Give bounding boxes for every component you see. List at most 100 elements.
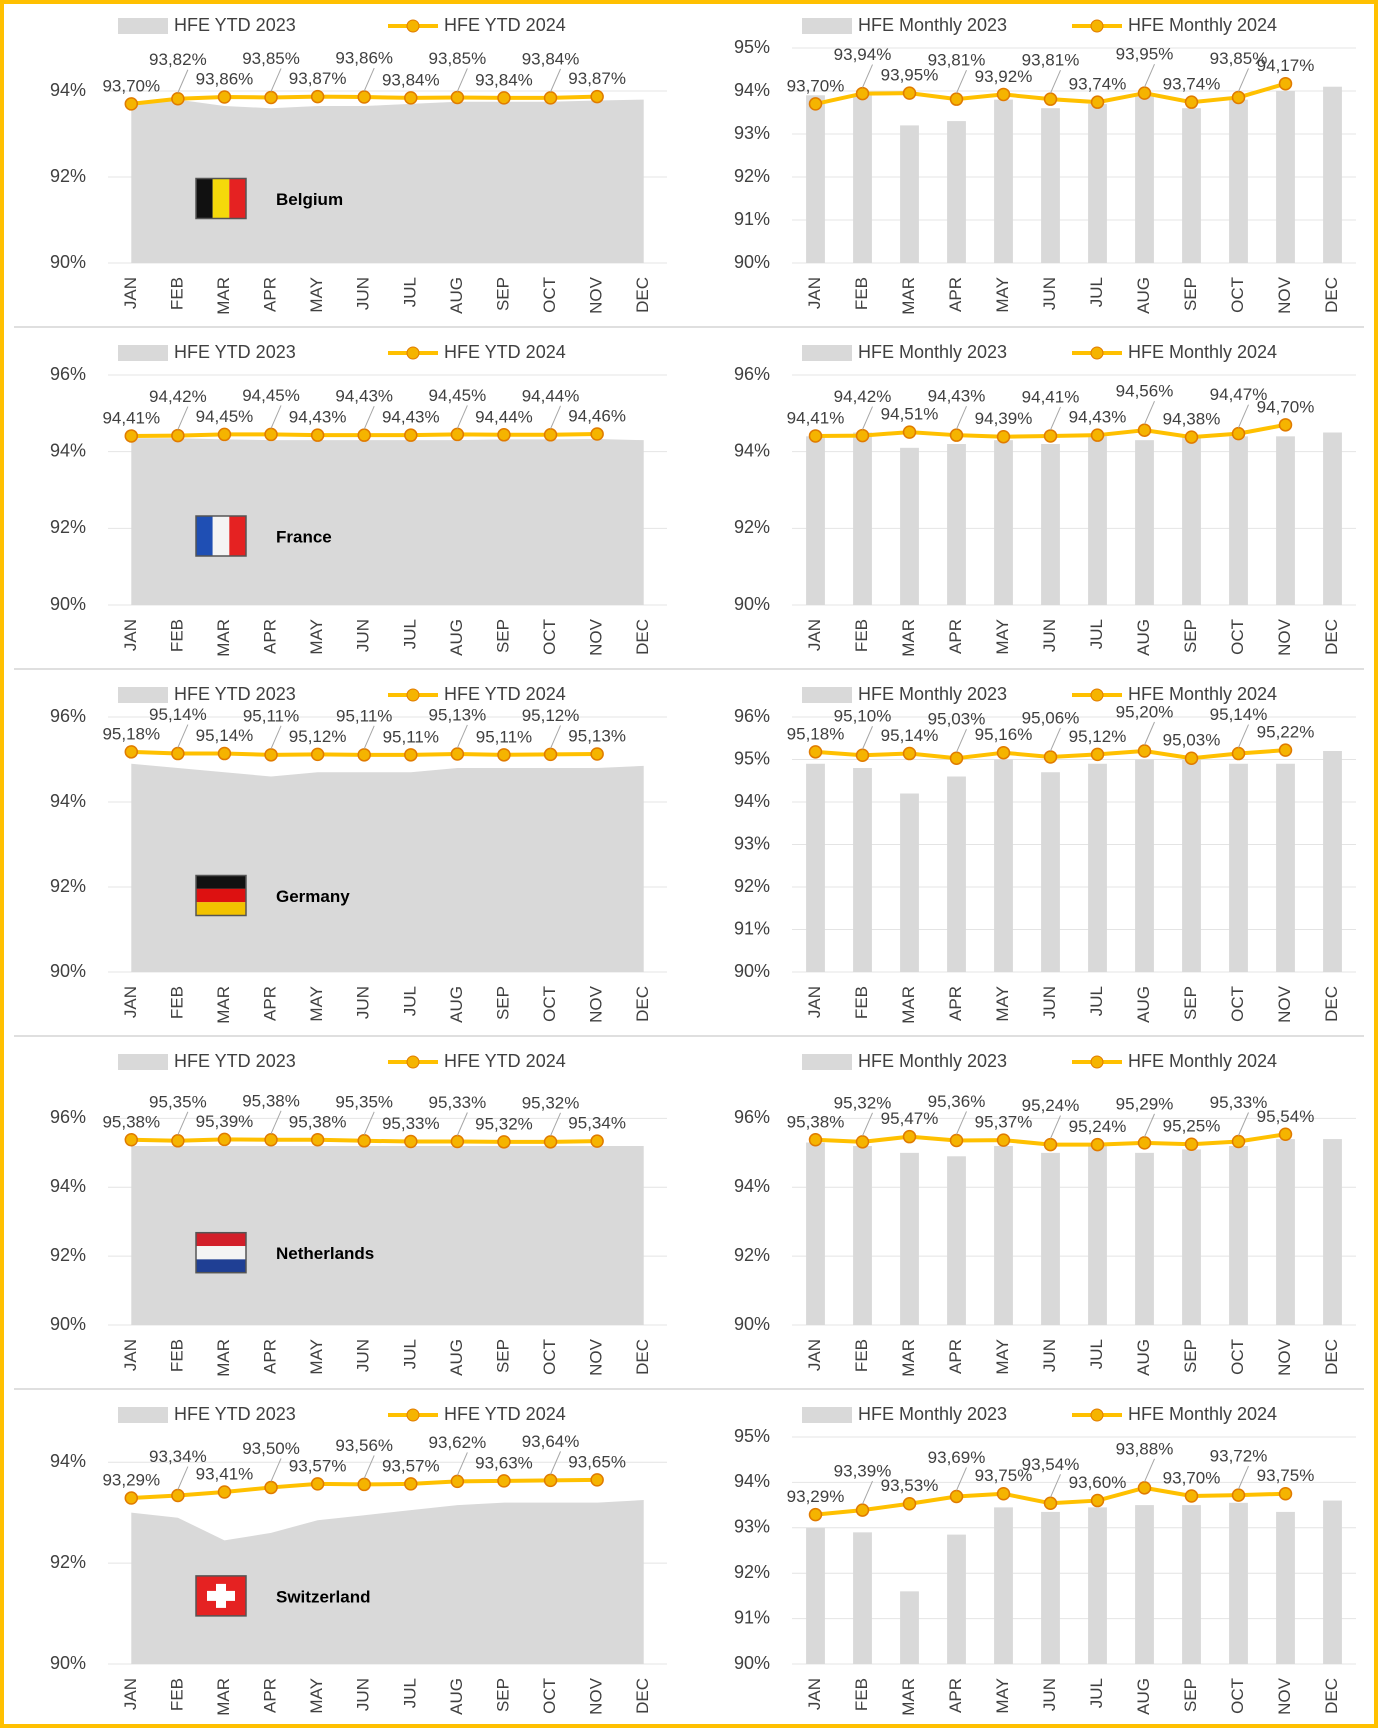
flag-stripe — [229, 178, 246, 219]
leader-line — [363, 725, 375, 750]
legend-label: HFE YTD 2023 — [174, 1404, 296, 1424]
legend-swatch — [1090, 19, 1104, 33]
y-tick-label: 93% — [734, 833, 770, 853]
value-label: 94,38% — [1163, 410, 1221, 429]
x-tick-label: MAY — [993, 1678, 1012, 1714]
x-tick-label: MAY — [307, 1339, 326, 1375]
x-tick-label: JAN — [805, 1339, 824, 1371]
country-label: Switzerland — [276, 1587, 370, 1606]
x-tick-label: MAY — [307, 1678, 326, 1714]
chart: 90% 91% 92% 93% 94% 95% 96% JAN FEB MAR APR MAY JUN J… — [734, 684, 1356, 1024]
marker — [1090, 95, 1105, 109]
flag — [195, 177, 247, 220]
y-tick-label: 90% — [734, 961, 770, 981]
leader-line — [862, 726, 873, 750]
y-tick-label: 94% — [50, 440, 86, 460]
marker — [357, 90, 371, 104]
x-tick-label: SEP — [1181, 1339, 1200, 1373]
x-tick-label: DEC — [1322, 1339, 1341, 1375]
bar — [1229, 1145, 1248, 1325]
area — [131, 1500, 644, 1664]
value-label: 93,87% — [568, 69, 626, 88]
value-label: 95,12% — [289, 727, 347, 746]
marker — [902, 746, 917, 761]
value-label: 93,50% — [242, 1439, 300, 1458]
y-tick-label: 90% — [734, 1653, 770, 1673]
value-label: 95,32% — [834, 1093, 892, 1112]
y-tick-label: 90% — [50, 594, 86, 614]
marker — [171, 1134, 185, 1148]
flag-border — [195, 874, 247, 917]
x-tick-label: AUG — [447, 277, 466, 314]
marker — [310, 428, 325, 442]
value-label: 93,63% — [475, 1453, 533, 1472]
x-tick-label: JUL — [400, 619, 419, 649]
bar — [900, 793, 919, 972]
value-label: 95,24% — [1069, 1117, 1127, 1136]
bar — [1041, 444, 1060, 605]
bar — [806, 1142, 825, 1325]
marker — [902, 86, 917, 100]
value-label: 95,32% — [522, 1093, 580, 1112]
bar — [1276, 1511, 1295, 1664]
x-tick-label: FEB — [167, 1678, 186, 1711]
value-label: 94,42% — [834, 387, 892, 406]
x-tick-label: MAR — [899, 986, 918, 1024]
bar — [1088, 1507, 1107, 1664]
value-label: 95,38% — [242, 1091, 300, 1110]
marker — [1090, 428, 1105, 442]
x-tick-label: JAN — [805, 1678, 824, 1710]
x-tick-label: DEC — [1322, 986, 1341, 1022]
marker — [1278, 1127, 1293, 1142]
value-label: 95,36% — [928, 1092, 986, 1111]
y-tick-label: 92% — [50, 517, 86, 537]
legend-label: HFE Monthly 2024 — [1128, 684, 1277, 704]
chart: 90% 91% 92% 93% 94% 95% JAN FEB MAR APR MAY JUN JUL A… — [734, 15, 1356, 315]
marker — [949, 92, 964, 106]
marker — [124, 1133, 139, 1147]
y-tick-label: 94% — [734, 1176, 770, 1196]
leader-line — [1050, 69, 1061, 94]
flag — [195, 1231, 247, 1274]
bar — [994, 99, 1013, 263]
marker — [1278, 1487, 1293, 1501]
y-tick-label: 91% — [734, 1607, 770, 1627]
value-label: 93,72% — [1210, 1447, 1268, 1466]
marker — [1184, 1137, 1199, 1151]
leader-line — [956, 729, 967, 753]
x-tick-label: SEP — [1181, 1678, 1200, 1712]
legend-label: HFE YTD 2023 — [174, 15, 296, 35]
leader-line — [550, 1451, 562, 1475]
value-label: 93,75% — [1257, 1466, 1315, 1485]
bar — [1323, 1139, 1342, 1325]
leader-line — [456, 1112, 468, 1136]
x-tick-label: OCT — [1228, 986, 1247, 1022]
value-label: 93,87% — [289, 69, 347, 88]
value-label: 94,70% — [1257, 397, 1315, 416]
chart: 90% 92% 94% JAN FEB MAR APR MAY JUN JUL AUG SEP OCT N… — [50, 15, 667, 315]
marker — [310, 89, 325, 104]
bar — [1088, 103, 1107, 264]
legend-label: HFE YTD 2024 — [444, 1404, 566, 1424]
x-tick-label: MAR — [899, 1339, 918, 1377]
value-label: 94,43% — [382, 408, 440, 427]
x-tick-label: OCT — [540, 619, 559, 655]
marker — [171, 91, 185, 106]
value-label: 95,11% — [336, 706, 392, 725]
chart: 90% 92% 94% JAN FEB MAR APR MAY JUN JUL AUG SEP OCT N… — [50, 1404, 667, 1716]
legend-swatch — [118, 687, 168, 703]
y-tick-label: 90% — [734, 1314, 770, 1334]
flag — [195, 1575, 247, 1617]
marker — [264, 1133, 278, 1147]
x-tick-label: JUL — [1087, 619, 1106, 649]
x-tick-label: DEC — [1322, 1678, 1341, 1714]
legend-swatch — [802, 687, 852, 703]
chart: 90% 92% 94% 96% JAN FEB MAR APR MAY JUN JUL AUG SEP O… — [50, 684, 667, 1024]
y-tick-label: 90% — [734, 594, 770, 614]
y-tick-label: 92% — [50, 166, 86, 186]
leader-line — [550, 725, 562, 749]
flag-stripe — [196, 1246, 246, 1260]
marker — [171, 746, 185, 761]
leader-line — [1144, 1113, 1155, 1138]
marker — [171, 428, 185, 443]
